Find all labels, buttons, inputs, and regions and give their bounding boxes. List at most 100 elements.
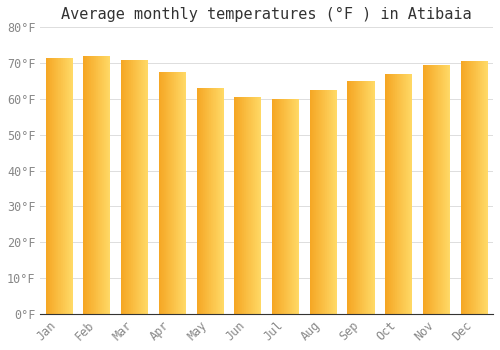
Bar bbox=[394, 74, 396, 314]
Bar bbox=[57, 58, 58, 314]
Bar bbox=[145, 60, 146, 314]
Bar bbox=[216, 88, 217, 314]
Bar bbox=[278, 99, 279, 314]
Bar bbox=[335, 90, 336, 314]
Bar bbox=[84, 56, 86, 314]
Bar bbox=[365, 81, 366, 314]
Bar bbox=[61, 58, 62, 314]
Bar bbox=[324, 90, 326, 314]
Bar bbox=[246, 97, 247, 314]
Bar bbox=[407, 74, 408, 314]
Bar bbox=[353, 81, 354, 314]
Bar bbox=[239, 97, 240, 314]
Bar bbox=[91, 56, 92, 314]
Bar bbox=[260, 97, 262, 314]
Bar bbox=[404, 74, 405, 314]
Bar bbox=[326, 90, 328, 314]
Bar bbox=[462, 61, 464, 314]
Bar bbox=[482, 61, 483, 314]
Bar bbox=[387, 74, 388, 314]
Bar bbox=[86, 56, 88, 314]
Bar bbox=[144, 60, 145, 314]
Bar bbox=[248, 97, 249, 314]
Bar bbox=[430, 65, 431, 314]
Bar bbox=[58, 58, 59, 314]
Bar bbox=[100, 56, 101, 314]
Bar bbox=[372, 81, 373, 314]
Bar bbox=[50, 58, 51, 314]
Bar bbox=[477, 61, 478, 314]
Bar bbox=[178, 72, 179, 314]
Bar bbox=[388, 74, 389, 314]
Bar bbox=[435, 65, 436, 314]
Bar bbox=[63, 58, 64, 314]
Bar bbox=[366, 81, 367, 314]
Bar bbox=[424, 65, 425, 314]
Bar bbox=[140, 60, 141, 314]
Bar bbox=[199, 88, 200, 314]
Bar bbox=[127, 60, 128, 314]
Bar bbox=[475, 61, 476, 314]
Bar bbox=[93, 56, 94, 314]
Bar bbox=[371, 81, 372, 314]
Bar bbox=[164, 72, 165, 314]
Bar bbox=[402, 74, 403, 314]
Bar bbox=[289, 99, 290, 314]
Bar bbox=[245, 97, 246, 314]
Bar bbox=[132, 60, 134, 314]
Bar bbox=[247, 97, 248, 314]
Bar bbox=[364, 81, 365, 314]
Bar bbox=[367, 81, 368, 314]
Bar bbox=[249, 97, 250, 314]
Bar bbox=[472, 61, 473, 314]
Bar bbox=[244, 97, 245, 314]
Bar bbox=[176, 72, 177, 314]
Bar bbox=[125, 60, 126, 314]
Bar bbox=[102, 56, 103, 314]
Bar bbox=[442, 65, 444, 314]
Bar bbox=[293, 99, 294, 314]
Bar bbox=[253, 97, 254, 314]
Bar bbox=[487, 61, 488, 314]
Bar bbox=[143, 60, 144, 314]
Bar bbox=[350, 81, 351, 314]
Bar bbox=[161, 72, 162, 314]
Bar bbox=[92, 56, 93, 314]
Bar bbox=[352, 81, 353, 314]
Bar bbox=[138, 60, 140, 314]
Bar bbox=[163, 72, 164, 314]
Bar bbox=[438, 65, 439, 314]
Bar bbox=[51, 58, 52, 314]
Bar bbox=[282, 99, 283, 314]
Bar bbox=[66, 58, 68, 314]
Bar bbox=[180, 72, 181, 314]
Bar bbox=[431, 65, 432, 314]
Bar bbox=[128, 60, 129, 314]
Bar bbox=[53, 58, 54, 314]
Bar bbox=[483, 61, 484, 314]
Bar bbox=[179, 72, 180, 314]
Bar bbox=[109, 56, 110, 314]
Bar bbox=[131, 60, 132, 314]
Bar bbox=[103, 56, 104, 314]
Bar bbox=[59, 58, 60, 314]
Bar bbox=[218, 88, 219, 314]
Bar bbox=[470, 61, 471, 314]
Bar bbox=[484, 61, 485, 314]
Bar bbox=[98, 56, 99, 314]
Bar bbox=[198, 88, 199, 314]
Bar bbox=[390, 74, 392, 314]
Bar bbox=[234, 97, 235, 314]
Title: Average monthly temperatures (°F ) in Atibaia: Average monthly temperatures (°F ) in At… bbox=[62, 7, 472, 22]
Bar bbox=[288, 99, 289, 314]
Bar bbox=[427, 65, 428, 314]
Bar bbox=[369, 81, 370, 314]
Bar bbox=[328, 90, 330, 314]
Bar bbox=[64, 58, 66, 314]
Bar bbox=[88, 56, 90, 314]
Bar bbox=[279, 99, 280, 314]
Bar bbox=[169, 72, 170, 314]
Bar bbox=[129, 60, 130, 314]
Bar bbox=[410, 74, 411, 314]
Bar bbox=[250, 97, 251, 314]
